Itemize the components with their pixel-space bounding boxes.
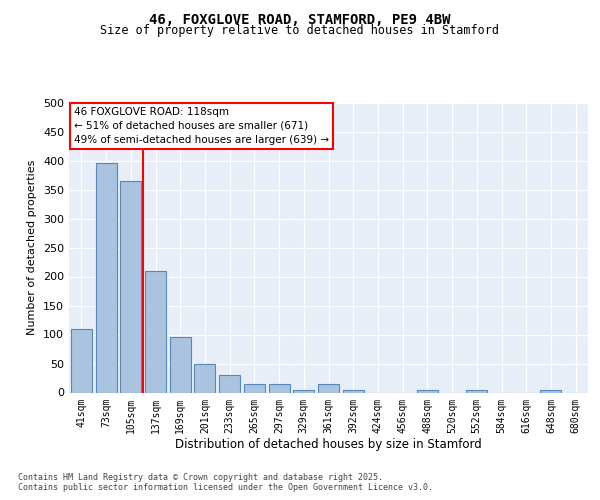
Text: Size of property relative to detached houses in Stamford: Size of property relative to detached ho… (101, 24, 499, 37)
Bar (269, 384, 290, 392)
Bar (170, 338, 191, 392)
Text: 46, FOXGLOVE ROAD, STAMFORD, PE9 4BW: 46, FOXGLOVE ROAD, STAMFORD, PE9 4BW (149, 12, 451, 26)
Text: Contains HM Land Registry data © Crown copyright and database right 2025.: Contains HM Land Registry data © Crown c… (18, 472, 383, 482)
Bar (343, 390, 364, 392)
Bar (417, 390, 438, 392)
Bar (95, 164, 116, 392)
Bar (293, 390, 314, 392)
Y-axis label: Number of detached properties: Number of detached properties (28, 160, 37, 335)
Bar (244, 384, 265, 392)
Bar (120, 181, 141, 392)
Bar (541, 390, 562, 392)
Bar (194, 364, 215, 392)
Bar (466, 390, 487, 392)
Bar (318, 384, 339, 392)
Bar (71, 328, 92, 392)
Text: Contains public sector information licensed under the Open Government Licence v3: Contains public sector information licen… (18, 482, 433, 492)
Bar (219, 375, 240, 392)
X-axis label: Distribution of detached houses by size in Stamford: Distribution of detached houses by size … (175, 438, 482, 451)
Bar (145, 270, 166, 392)
Text: 46 FOXGLOVE ROAD: 118sqm
← 51% of detached houses are smaller (671)
49% of semi-: 46 FOXGLOVE ROAD: 118sqm ← 51% of detach… (74, 107, 329, 145)
